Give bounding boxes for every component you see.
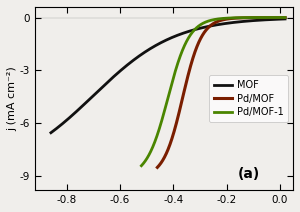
Pd/MOF-1	[254, 16, 258, 19]
Pd/MOF-1	[198, 24, 201, 27]
Y-axis label: j (mA cm⁻²): j (mA cm⁻²)	[7, 66, 17, 131]
Pd/MOF-1	[238, 16, 242, 19]
Pd/MOF-1	[283, 16, 287, 19]
Line: Pd/MOF: Pd/MOF	[158, 18, 285, 167]
Pd/MOF	[257, 16, 261, 19]
Line: MOF: MOF	[51, 19, 285, 133]
MOF	[152, 45, 156, 48]
Pd/MOF	[156, 166, 159, 169]
Pd/MOF	[255, 16, 259, 19]
Legend: MOF, Pd/MOF, Pd/MOF-1: MOF, Pd/MOF, Pd/MOF-1	[209, 75, 288, 122]
Pd/MOF	[207, 26, 211, 28]
Pd/MOF-1	[140, 165, 143, 167]
Pd/MOF	[212, 22, 215, 25]
MOF	[73, 112, 76, 114]
MOF	[144, 50, 147, 53]
Text: (a): (a)	[237, 167, 260, 181]
MOF	[210, 24, 214, 27]
MOF	[283, 18, 287, 20]
MOF	[49, 131, 53, 134]
MOF	[232, 21, 235, 24]
Pd/MOF-1	[203, 21, 206, 24]
Pd/MOF-1	[252, 16, 255, 19]
Pd/MOF	[169, 142, 172, 144]
Pd/MOF-1	[154, 137, 158, 140]
Pd/MOF	[283, 16, 287, 19]
Line: Pd/MOF-1: Pd/MOF-1	[141, 18, 285, 166]
Pd/MOF	[243, 17, 247, 19]
MOF	[236, 21, 239, 23]
